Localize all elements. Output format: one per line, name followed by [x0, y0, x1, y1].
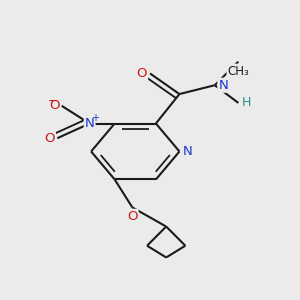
Text: H: H [241, 96, 251, 110]
Text: N: N [85, 117, 94, 130]
Text: N: N [218, 79, 228, 92]
Text: O: O [136, 67, 147, 80]
Text: N: N [183, 145, 193, 158]
Text: O: O [44, 132, 55, 145]
Text: O: O [127, 210, 138, 223]
Text: O: O [49, 99, 59, 112]
Text: +: + [92, 112, 100, 123]
Text: CH₃: CH₃ [227, 64, 249, 78]
Text: −: − [48, 95, 59, 108]
